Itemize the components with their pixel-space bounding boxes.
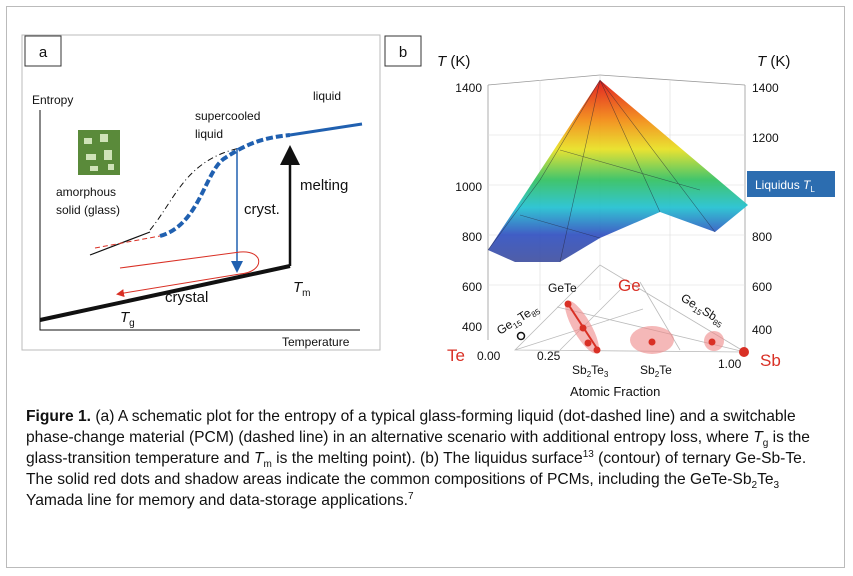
caption-text: 7	[407, 490, 414, 502]
fraction-label: 1.00	[718, 357, 742, 371]
subscript: g	[129, 318, 135, 329]
vertex-label: Te	[447, 346, 465, 365]
caption-text: T	[253, 450, 264, 467]
caption-text: 13	[582, 448, 594, 460]
pcm-red-line	[94, 235, 161, 249]
caption-text: 3	[773, 480, 780, 492]
annotation: solid (glass)	[56, 203, 120, 217]
tick-label: 400	[752, 323, 772, 337]
caption: Figure 1. (a) A schematic plot for the e…	[26, 406, 826, 511]
tick-label: 400	[462, 320, 482, 334]
right-ticks: 140012001000800600400	[752, 81, 779, 337]
subscript: L	[810, 185, 815, 194]
t: Sb	[700, 304, 720, 324]
panel-frame	[21, 34, 381, 351]
caption-text: T	[753, 429, 763, 446]
caption-text: 2	[751, 480, 758, 492]
y-axis-label: Entropy	[32, 93, 73, 107]
unit: (K)	[770, 53, 790, 70]
tick-label: 1000	[455, 180, 482, 194]
sub: 3	[604, 370, 609, 379]
vertex-label: Sb	[760, 351, 781, 370]
crystal-line	[39, 264, 291, 322]
caption-text: m	[263, 459, 272, 471]
caption-text: (a) A schematic plot for the entropy of …	[26, 408, 796, 446]
t: Sb	[572, 363, 587, 377]
t: Ge	[494, 317, 515, 338]
left-ticks: 1400 1000 800 600 400	[455, 81, 482, 334]
annotation: amorphous	[56, 185, 116, 199]
annotation: supercooled	[195, 109, 260, 123]
symbol: T	[293, 279, 304, 296]
tg-label: Tg	[120, 309, 135, 329]
glass-curve	[149, 147, 241, 231]
annotation: liquid	[313, 89, 341, 103]
symbol: T	[437, 53, 448, 70]
open-dot	[516, 331, 526, 341]
symbol: T	[757, 53, 768, 70]
tick-label: 600	[462, 280, 482, 294]
caption-text: is the glass-transition temperature and	[26, 429, 810, 467]
axis-title: T (K)	[757, 53, 790, 70]
caption-text: Te	[757, 471, 774, 488]
caption-text: (contour) of ternary Ge-Sb-Te. The solid…	[26, 450, 807, 488]
composition-label: Sb2Te3	[572, 363, 609, 379]
label-box	[24, 35, 62, 67]
x-axis-label: Temperature	[282, 335, 350, 349]
sub: 2	[655, 370, 660, 379]
subscript: m	[302, 288, 310, 299]
t: Te	[591, 363, 604, 377]
composition-label: GeTe	[548, 281, 577, 295]
text: Liquidus	[755, 178, 800, 192]
tick-label: 1400	[752, 81, 779, 95]
tick-label: 600	[752, 280, 772, 294]
caption-lead: Figure 1.	[26, 408, 91, 425]
liquid-line	[289, 122, 363, 137]
annotation: cryst.	[244, 201, 280, 218]
liquidus-surface	[488, 80, 748, 262]
glass-icon-pattern	[84, 134, 114, 171]
unit: (K)	[450, 53, 470, 70]
panel-label: a	[39, 44, 48, 61]
x-axis-label: Atomic Fraction	[570, 384, 660, 399]
tick-label: 800	[462, 230, 482, 244]
tm-label: Tm	[293, 279, 311, 299]
caption-text: g	[762, 438, 769, 450]
t: Te	[659, 363, 672, 377]
t: Sb	[640, 363, 655, 377]
label-box	[384, 35, 422, 67]
composition-label: Sb2Te	[640, 363, 672, 379]
liquidus-box	[747, 171, 835, 197]
figure	[6, 6, 845, 568]
panel-a: a Entropy Temperature supercooled liquid…	[21, 34, 381, 351]
caption-text: Yamada line for memory and data-storage …	[26, 492, 408, 509]
tick-label: 800	[752, 230, 772, 244]
surface-mesh	[487, 79, 716, 263]
annotation: crystal	[165, 289, 208, 306]
vertex-label: Ge	[618, 276, 641, 295]
pcm-curve	[159, 133, 291, 238]
loop-arrow	[116, 251, 260, 297]
axis-title: T (K)	[437, 53, 470, 70]
panel-label: b	[399, 44, 407, 61]
caption-text: is the melting point). (b) The liquidus …	[271, 450, 583, 467]
liquidus-label: Liquidus TL	[755, 178, 815, 194]
tick-label: 1400	[455, 81, 482, 95]
tick-label: 1200	[752, 131, 779, 145]
fraction-label: 0.00	[477, 349, 501, 363]
symbol: T	[803, 178, 812, 192]
annotation: melting	[300, 177, 348, 194]
axes	[39, 110, 360, 331]
figure-graphics: a Entropy Temperature supercooled liquid…	[21, 34, 835, 399]
sub: 2	[587, 370, 592, 379]
annotation: liquid	[195, 127, 223, 141]
panel-b: b T (K) T (K) 1400 1000 800 600 400 1400 1200…	[384, 35, 835, 399]
composition-label: Ge15Sb85	[677, 291, 727, 331]
symbol: T	[120, 309, 131, 326]
fraction-label: 0.25	[537, 349, 561, 363]
composition-dots	[564, 300, 749, 357]
